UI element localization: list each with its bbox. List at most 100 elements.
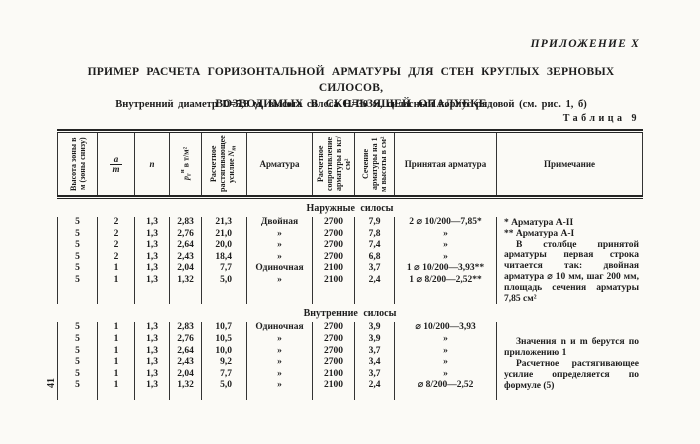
table-cell: 1 ⌀ 10/200—3,93** bbox=[406, 263, 485, 274]
column-armature: Двойная » » » Одиночная » bbox=[247, 217, 313, 305]
header-n: n bbox=[135, 133, 170, 195]
table-cell: 21,0 bbox=[215, 228, 232, 239]
table-cell: 5 bbox=[75, 333, 80, 344]
header-bottom-rule bbox=[57, 195, 643, 199]
section-title: Наружные силосы bbox=[306, 203, 394, 214]
column-section-area: 3,9 3,9 3,7 3,4 3,7 2,4 bbox=[355, 322, 395, 401]
table-cell: 9,2 bbox=[220, 357, 232, 368]
table-cell: » bbox=[277, 345, 282, 356]
table-cell: 2700 bbox=[324, 240, 343, 251]
note-line: * Арматура А-II bbox=[504, 218, 574, 228]
table-cell: 2700 bbox=[324, 251, 343, 262]
table-cell: 2,43 bbox=[177, 251, 194, 262]
header-adopted-armature: Принятая арматура bbox=[395, 133, 497, 195]
table-cell: » bbox=[443, 345, 448, 356]
column-note: * Арматура А-II ** Арматура А-I В столбц… bbox=[497, 217, 643, 304]
table-cell: 1,32 bbox=[177, 380, 194, 391]
appendix-label: ПРИЛОЖЕНИЕ X bbox=[530, 38, 640, 50]
table-cell: 20,0 bbox=[215, 240, 232, 251]
table-cell: 5 bbox=[75, 380, 80, 391]
page-subtitle: Внутренний диаметр D=5,8 м, высота силос… bbox=[115, 99, 587, 110]
table-cell: ⌀ 8/200—2,52 bbox=[417, 380, 474, 391]
column-adopted-armature: 2 ⌀ 10/200—7,85* » » » 1 ⌀ 10/200—3,93**… bbox=[395, 217, 497, 305]
table-cell: 1,3 bbox=[146, 333, 158, 344]
table-cell: Одиночная bbox=[255, 322, 304, 333]
table-cell: 5 bbox=[75, 240, 80, 251]
table-cell: 1 bbox=[113, 263, 119, 274]
table-cell: » bbox=[277, 333, 282, 344]
table-cell: 2100 bbox=[324, 380, 343, 391]
table-cell: 5 bbox=[75, 251, 80, 262]
table-cell: 5 bbox=[75, 322, 80, 333]
table-cell: 1,3 bbox=[146, 322, 158, 333]
column-note: Значения n и m берутся по приложению 1 Р… bbox=[497, 322, 643, 400]
table-cell: » bbox=[277, 357, 282, 368]
table-cell: 1,3 bbox=[146, 345, 158, 356]
table-cell: » bbox=[277, 251, 282, 262]
column-height-zone: 5 5 5 5 5 5 bbox=[58, 217, 98, 305]
table-cell: 2700 bbox=[324, 333, 343, 344]
table-cell: 1,3 bbox=[146, 380, 158, 391]
table-cell: 2,76 bbox=[177, 333, 194, 344]
column-n: 1,3 1,3 1,3 1,3 1,3 1,3 bbox=[135, 217, 170, 305]
table-cell: 1 bbox=[113, 368, 119, 379]
table-cell: 1 bbox=[113, 380, 119, 391]
column-section-area: 7,9 7,8 7,4 6,8 3,7 2,4 bbox=[355, 217, 395, 305]
column-resistance: 2700 2700 2700 2700 2100 2100 bbox=[313, 322, 355, 401]
section-body: 5 5 5 5 5 5 2 2 2 2 1 1 1,3 1,3 bbox=[57, 217, 643, 305]
section-body: 5 5 5 5 5 5 1 1 1 1 1 1 1,3 1,3 bbox=[57, 322, 643, 401]
table-cell: 7,9 bbox=[368, 217, 381, 227]
table-cell: 1,3 bbox=[146, 240, 158, 251]
table-cell: 2,04 bbox=[177, 368, 194, 379]
column-armature: Одиночная » » » » » bbox=[247, 322, 313, 401]
table-cell: » bbox=[277, 368, 282, 379]
header-note: Примечание bbox=[543, 158, 596, 169]
header-pressure: pгн в т/м² bbox=[170, 133, 202, 195]
table-cell: » bbox=[277, 240, 282, 251]
table-cell: 10,7 bbox=[215, 322, 232, 333]
table-cell: 1,3 bbox=[146, 368, 158, 379]
table-cell: 7,8 bbox=[368, 228, 381, 239]
table-cell: 10,0 bbox=[215, 345, 232, 356]
table-cell: 2 ⌀ 10/200—7,85* bbox=[409, 217, 482, 227]
column-height-zone: 5 5 5 5 5 5 bbox=[58, 322, 98, 401]
table-cell: » bbox=[443, 240, 448, 251]
column-pressure: 2,83 2,76 2,64 2,43 2,04 1,32 bbox=[170, 322, 202, 401]
table-cell: 18,4 bbox=[215, 251, 232, 262]
table-cell: » bbox=[443, 251, 448, 262]
table-cell: 1,3 bbox=[146, 251, 158, 262]
table-cell: » bbox=[277, 228, 282, 239]
section-title: Внутренние силосы bbox=[303, 308, 397, 320]
table-top-rule bbox=[57, 129, 643, 133]
table-cell: 3,7 bbox=[368, 368, 381, 379]
table-cell: 5 bbox=[75, 357, 80, 368]
table-cell: 5 bbox=[75, 274, 80, 285]
table-cell: 5 bbox=[75, 368, 80, 379]
note-paragraph: В столбце принятой арматуры первая строк… bbox=[504, 239, 639, 304]
table-cell: 5 bbox=[75, 228, 80, 239]
table-cell: 2 bbox=[113, 240, 119, 251]
table-cell: 2,64 bbox=[177, 240, 194, 251]
table-cell: 1,3 bbox=[146, 274, 158, 285]
table-cell: » bbox=[277, 380, 282, 391]
table-cell: 2 bbox=[113, 251, 119, 262]
table-section-inner-silos: Внутренние силосы 5 5 5 5 5 5 1 1 1 1 1 … bbox=[57, 304, 643, 401]
table-cell: 7,7 bbox=[220, 368, 232, 379]
table-cell: 1 bbox=[113, 357, 119, 368]
table-cell: 1,3 bbox=[146, 263, 158, 274]
table-cell: 10,5 bbox=[215, 333, 232, 344]
table-cell: 2100 bbox=[324, 274, 343, 285]
column-a-over-m: 2 2 2 2 1 1 bbox=[98, 217, 135, 305]
table-cell: 2,83 bbox=[177, 217, 194, 227]
column-tension-force: 21,3 21,0 20,0 18,4 7,7 5,0 bbox=[202, 217, 247, 305]
table-cell: 2,4 bbox=[368, 274, 381, 285]
page-title: ПРИМЕР РАСЧЕТА ГОРИЗОНТАЛЬНОЙ АРМАТУРЫ Д… bbox=[55, 64, 647, 112]
table-cell: 2700 bbox=[324, 217, 343, 227]
table-cell: 5 bbox=[75, 217, 80, 227]
table-cell: Двойная bbox=[260, 217, 299, 227]
table-cell: 7,7 bbox=[220, 263, 232, 274]
